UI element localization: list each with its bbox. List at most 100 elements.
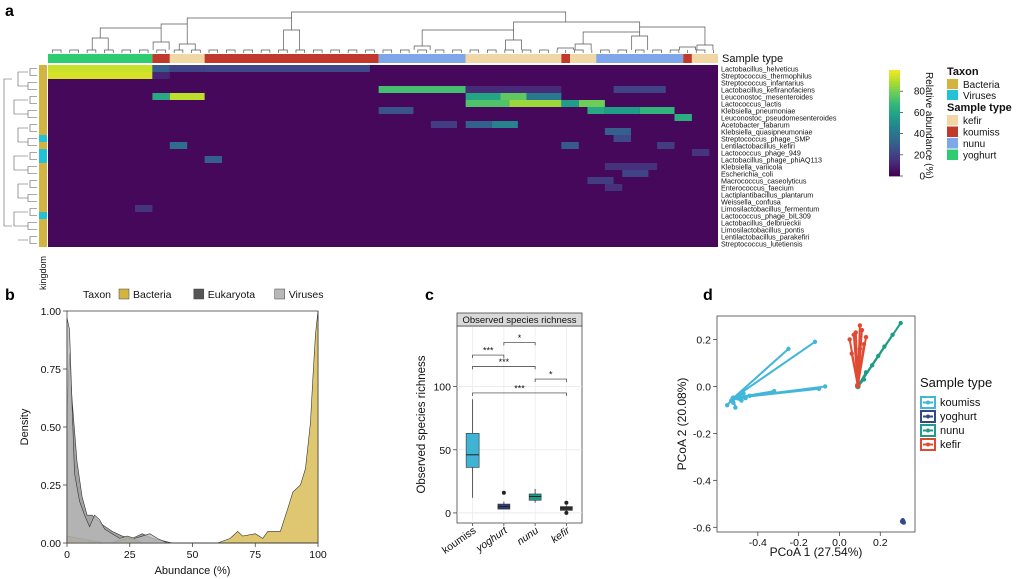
- dendrogram-link: [278, 49, 288, 53]
- heatmap-cell: [465, 100, 510, 107]
- heatmap-cell: [152, 93, 170, 100]
- heatmap-cell: [604, 163, 658, 170]
- heatmap-row-label: Lactobacillus_delbrueckii: [721, 219, 801, 228]
- heatmap-cell: [135, 205, 153, 212]
- x-tick-label: 25: [124, 549, 136, 561]
- significance-bracket: [472, 354, 505, 359]
- spider-line-kefir: [856, 325, 861, 386]
- dendrogram-link: [400, 49, 410, 53]
- point-koumiss: [747, 393, 752, 399]
- plot-frame: [66, 310, 319, 544]
- legend-label: nunu: [940, 425, 964, 437]
- point-nunu: [861, 377, 867, 382]
- sample-type-annotation-cell: [152, 54, 170, 63]
- significance-label: ***: [483, 346, 494, 356]
- x-tick-label: -0.4: [749, 537, 767, 549]
- significance-bracket: [472, 366, 536, 370]
- legend-label: koumiss: [940, 397, 981, 409]
- point-kefir: [859, 327, 865, 333]
- kingdom-annotation-cell: [39, 184, 47, 191]
- centroid-koumiss: [730, 395, 737, 401]
- point-koumiss: [786, 346, 791, 352]
- box-koumiss: [465, 433, 480, 468]
- heatmap-cell: [204, 65, 370, 72]
- density-area-viruses: [66, 317, 318, 544]
- x-tick-label: -0.2: [790, 537, 808, 549]
- centroid-kefir: [855, 382, 861, 389]
- dendrogram-link: [121, 49, 132, 53]
- sample-type-annotation-cell: [683, 54, 692, 63]
- colorbar-segment: [889, 99, 900, 103]
- legend-swatch: [193, 288, 205, 300]
- y-tick-label: 100: [433, 382, 451, 394]
- heatmap-row-label: Limosilactobacillus_pontis: [721, 226, 805, 235]
- boxplot-panel: Observed species richness***********0501…: [416, 312, 583, 557]
- kingdom-annotation-cell: [39, 156, 47, 163]
- dendrogram-link: [557, 47, 575, 50]
- kingdom-annotation-cell: [39, 142, 47, 149]
- dendrogram-link: [295, 49, 306, 53]
- dendrogram-link: [152, 41, 170, 50]
- heatmap-row-label: Enterococcus_faecium: [721, 184, 794, 193]
- dendrogram-link: [631, 35, 649, 50]
- kingdom-annotation-cell: [39, 135, 47, 142]
- legend-label: Eukaryota: [208, 289, 255, 301]
- sample-type-annotation-cell: [570, 54, 597, 63]
- heatmap-cell: [491, 121, 518, 128]
- heatmap-cell: [587, 177, 614, 184]
- point-kefir: [863, 334, 869, 340]
- legend-swatch: [118, 288, 130, 300]
- dendrogram-link: [582, 31, 641, 44]
- row-dendrogram-link: [27, 82, 37, 90]
- colorbar-segment: [889, 85, 900, 89]
- colorbar-segment: [889, 141, 900, 145]
- heatmap-row-label: Lactobacillus_phage_phiAQ113: [721, 156, 822, 165]
- heatmap-row-label: Klebsiella_quasipneumoniae: [721, 128, 813, 137]
- colorbar-segment: [889, 133, 900, 137]
- dendrogram-link: [104, 49, 114, 53]
- plot-frame: [456, 325, 583, 524]
- kingdom-annotation-cell: [39, 191, 47, 198]
- heatmap-cell: [604, 184, 623, 191]
- colorbar-segment: [889, 80, 900, 84]
- significance-bracket: [472, 392, 567, 396]
- heatmap-row-label: Lactiplantibacillus_plantarum: [721, 191, 813, 200]
- dendrogram-link: [574, 43, 592, 50]
- row-dendrogram-link: [29, 96, 37, 104]
- kingdom-annotation-cell: [39, 114, 47, 121]
- kingdom-annotation-cell: [39, 240, 47, 247]
- kingdom-annotation-cell: [39, 170, 47, 177]
- heatmap-cell: [204, 156, 223, 163]
- colorbar-segment: [889, 77, 900, 81]
- sample-type-annotation-cell: [204, 54, 379, 63]
- taxon-legend-title: Taxon: [947, 66, 979, 78]
- heatmap-panel: Sample type kingdom Lactobacillus_helvetic…: [3, 11, 1012, 290]
- dendrogram-link: [283, 29, 300, 50]
- kingdom-annotation-cell: [39, 219, 47, 226]
- x-axis-label: PCoA 1 (27.54%): [770, 545, 863, 559]
- panel-letter-a: a: [5, 3, 14, 20]
- outlier-point: [564, 500, 569, 505]
- point-kefir: [857, 323, 863, 328]
- colorbar-segment: [889, 101, 900, 105]
- colorbar-segment: [889, 70, 900, 74]
- legend-key-dot: [926, 428, 930, 433]
- legend-label: kefir: [940, 439, 961, 451]
- x-tick-label: 50: [187, 549, 199, 561]
- row-dendrogram-link: [29, 180, 37, 188]
- colorbar-tick-label: 40: [914, 129, 926, 140]
- heatmap-row-label: Lactococcus_lactis: [721, 100, 782, 109]
- heatmap-row-label: Klebsiella_variicola: [721, 163, 782, 172]
- colorbar-tick-label: 60: [914, 108, 926, 119]
- heatmap-row-label: Streptococcus_thermophilus: [721, 72, 812, 81]
- heatmap-cell: [622, 170, 649, 177]
- colorbar-segment: [889, 154, 900, 158]
- panel-letter-b: b: [5, 287, 15, 304]
- dendrogram-link: [191, 49, 201, 53]
- row-dendrogram-link: [27, 222, 37, 230]
- kingdom-annotation-cell: [39, 205, 47, 212]
- kingdom-annotation-cell: [39, 128, 47, 135]
- kingdom-annotation-cell: [39, 72, 47, 79]
- dendrogram-link: [639, 26, 706, 45]
- heatmap-cell: [169, 142, 188, 149]
